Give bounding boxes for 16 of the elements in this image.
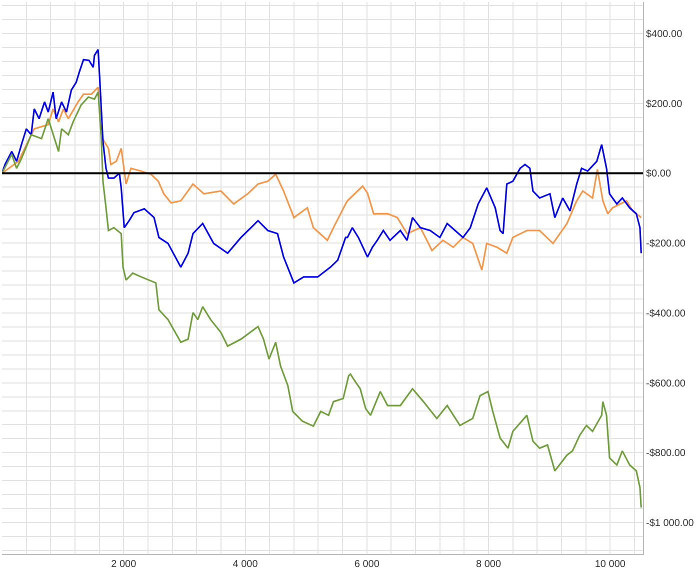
y-tick-label: -$600.00 bbox=[646, 378, 686, 390]
y-tick-label: -$400.00 bbox=[646, 308, 686, 320]
x-tick-label: 6 000 bbox=[354, 559, 380, 570]
line-series bbox=[2, 48, 642, 284]
x-tick-label: 4 000 bbox=[232, 559, 258, 570]
y-tick-label: -$800.00 bbox=[646, 448, 686, 460]
line-series bbox=[2, 86, 642, 271]
x-tick-label: 2 000 bbox=[111, 559, 137, 570]
y-tick-label: $200.00 bbox=[646, 98, 683, 110]
y-tick-label: $0.00 bbox=[646, 168, 672, 180]
y-tick-label: -$1 000.00 bbox=[646, 518, 694, 530]
x-tick-label: 8 000 bbox=[476, 559, 502, 570]
line-series bbox=[2, 91, 642, 508]
y-tick-label: $400.00 bbox=[646, 28, 683, 40]
y-tick-label: -$200.00 bbox=[646, 238, 686, 250]
x-tick-label: 10 000 bbox=[594, 559, 626, 570]
